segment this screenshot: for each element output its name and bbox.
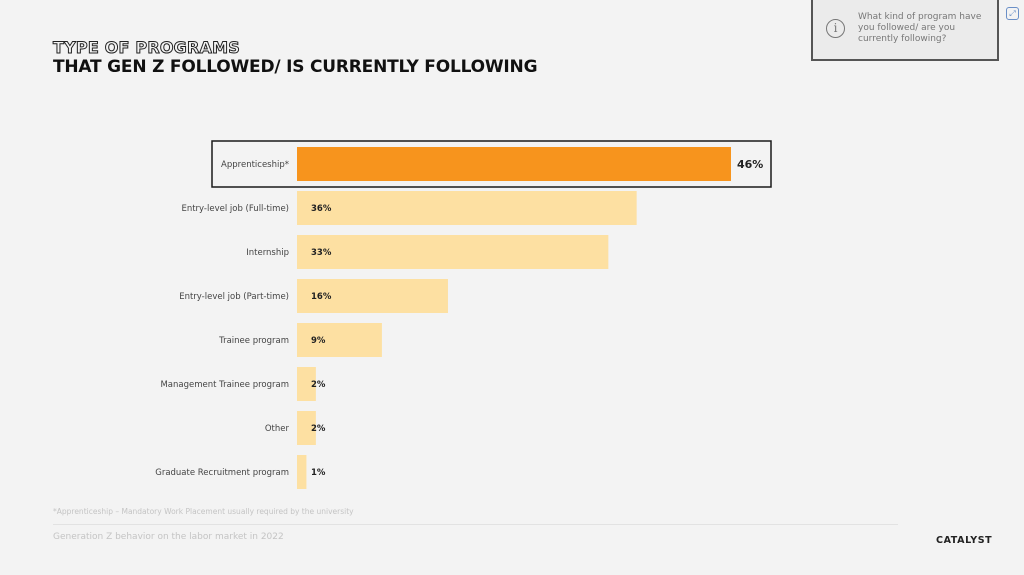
- bar-0: [297, 147, 731, 181]
- value-label-4: 9%: [311, 336, 326, 346]
- question-infobox: i What kind of program have you followed…: [811, 0, 999, 61]
- chart-title-line1: TYPE OF PROGRAMS: [53, 38, 241, 58]
- expand-icon[interactable]: ⤢: [1006, 7, 1019, 20]
- bar-chart: Apprenticeship* 46% Entry-level job (Full-…: [155, 140, 772, 489]
- category-label-1: Entry-level job (Full-time): [181, 204, 289, 214]
- value-label-6: 2%: [311, 424, 326, 434]
- highlight-frame: [211, 140, 772, 188]
- value-label-5: 2%: [311, 380, 326, 390]
- bar-5: [297, 367, 316, 401]
- category-label-6: Other: [265, 424, 290, 434]
- chart-title-line2: THAT GEN Z FOLLOWED/ IS CURRENTLY FOLLOW…: [53, 57, 538, 77]
- footer-text: Generation Z behavior on the labor marke…: [53, 532, 284, 542]
- bar-4: [297, 323, 382, 357]
- footer-divider: [53, 524, 898, 525]
- category-label-3: Entry-level job (Part-time): [179, 292, 289, 302]
- info-icon: i: [826, 19, 845, 38]
- value-label-0: 46%: [737, 158, 763, 171]
- category-label-2: Internship: [246, 248, 289, 258]
- bar-2: [297, 235, 609, 269]
- category-label-0: Apprenticeship*: [221, 160, 289, 170]
- brand-logo: CATALYST: [936, 535, 993, 546]
- value-label-1: 36%: [311, 204, 332, 214]
- category-label-7: Graduate Recruitment program: [155, 468, 289, 478]
- category-label-5: Management Trainee program: [160, 380, 289, 390]
- question-text: What kind of program have you followed/ …: [858, 12, 982, 44]
- bar-6: [297, 411, 316, 445]
- bar-7: [297, 455, 307, 489]
- value-label-2: 33%: [311, 248, 332, 258]
- bar-1: [297, 191, 637, 225]
- category-label-4: Trainee program: [218, 336, 289, 346]
- footnote: *Apprenticeship – Mandatory Work Placeme…: [53, 507, 354, 516]
- value-label-7: 1%: [311, 468, 326, 478]
- value-label-3: 16%: [311, 292, 332, 302]
- bar-3: [297, 279, 448, 313]
